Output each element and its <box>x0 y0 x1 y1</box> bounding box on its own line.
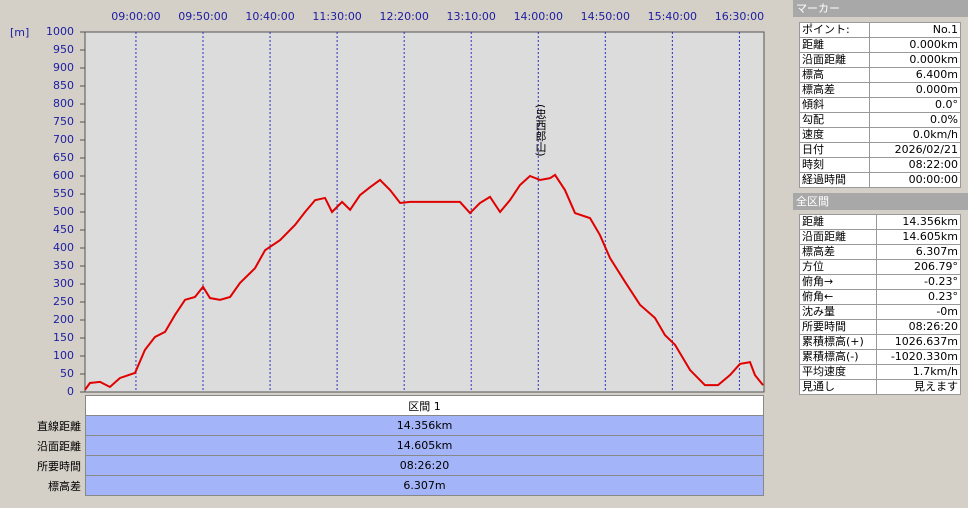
cell: 時刻 <box>798 157 871 173</box>
y-tick-label: 850 <box>53 79 74 92</box>
cell: 方位 <box>798 259 878 275</box>
x-tick-label: 14:00:00 <box>514 10 563 23</box>
cell: 距離 <box>798 214 878 230</box>
cell: 所要時間 <box>798 319 878 335</box>
y-tick-label: 0 <box>67 385 74 398</box>
cell: 0.000km <box>869 37 961 53</box>
cell: 沿面距離 <box>0 435 86 456</box>
y-tick-label: 350 <box>53 259 74 272</box>
section-table: 区間 1 直線距離 14.356km 沿面距離 14.605km 所要時間 08:26:20… <box>0 395 764 496</box>
x-tick-label: 10:40:00 <box>245 10 294 23</box>
cell: 0.0km/h <box>869 127 961 143</box>
y-axis-label: [m] <box>10 26 29 39</box>
y-tick-label: 650 <box>53 151 74 164</box>
y-tick-label: 200 <box>53 313 74 326</box>
x-tick-label: 14:50:00 <box>581 10 630 23</box>
cell: 俯角← <box>798 289 878 305</box>
cell: 傾斜 <box>798 97 871 113</box>
y-tick-label: 500 <box>53 205 74 218</box>
cell: 14.356km <box>85 415 764 436</box>
cell: -1020.330m <box>876 349 961 365</box>
y-tick-label: 100 <box>53 349 74 362</box>
cell: 6.307m <box>876 244 961 260</box>
cell: ポイント: <box>798 22 871 38</box>
cell: 0.23° <box>876 289 961 305</box>
y-tick-label: 750 <box>53 115 74 128</box>
x-tick-label: 12:20:00 <box>379 10 428 23</box>
y-tick-label: 450 <box>53 223 74 236</box>
cell: 沿面距離 <box>798 52 871 68</box>
cell: 平均速度 <box>798 364 878 380</box>
cell: 0.0% <box>869 112 961 128</box>
section-header: 区間 1 <box>85 395 764 416</box>
cell: -0.23° <box>876 274 961 290</box>
cell: 14.356km <box>876 214 961 230</box>
cell: 勾配 <box>798 112 871 128</box>
cell: 08:26:20 <box>876 319 961 335</box>
plot-area <box>84 31 765 393</box>
cell: 標高差 <box>798 244 878 260</box>
cell: 0.000km <box>869 52 961 68</box>
cell: No.1 <box>869 22 961 38</box>
y-tick-label: 800 <box>53 97 74 110</box>
y-tick-label: 550 <box>53 187 74 200</box>
y-tick-label: 400 <box>53 241 74 254</box>
y-tick-label: 1000 <box>46 25 74 38</box>
cell: 14.605km <box>85 435 764 456</box>
cell: 所要時間 <box>0 455 86 476</box>
y-tick-label: 600 <box>53 169 74 182</box>
y-tick-label: 250 <box>53 295 74 308</box>
cell: 日付 <box>798 142 871 158</box>
cell: 沿面距離 <box>798 229 878 245</box>
cell: 6.400m <box>869 67 961 83</box>
cell: 14.605km <box>876 229 961 245</box>
panel-title: マーカー <box>793 0 968 17</box>
cell: 00:00:00 <box>869 172 961 188</box>
annotation: (忠西郎山) <box>534 104 547 157</box>
cell: 累積標高(+) <box>798 334 878 350</box>
cell: 距離 <box>798 37 871 53</box>
cell: 2026/02/21 <box>869 142 961 158</box>
y-tick-label: 700 <box>53 133 74 146</box>
cell: 1.7km/h <box>876 364 961 380</box>
cell: -0m <box>876 304 961 320</box>
panel-title: 全区間 <box>793 193 968 210</box>
y-tick-label: 150 <box>53 331 74 344</box>
y-tick-label: 900 <box>53 61 74 74</box>
cell: 標高差 <box>0 475 86 496</box>
x-tick-label: 15:40:00 <box>648 10 697 23</box>
x-tick-label: 09:50:00 <box>178 10 227 23</box>
marker-table: ポイント: No.1 距離 0.000km 沿面距離 0.000km 標高 6.400m 標高差… <box>798 22 961 188</box>
chart: [m] 0 50 100 150 200 250 300 350 400 450 500 550 600… <box>10 10 765 398</box>
cell: 見えます <box>876 379 961 395</box>
x-tick-label: 13:10:00 <box>447 10 496 23</box>
elevation-line <box>84 173 764 391</box>
cell: 速度 <box>798 127 871 143</box>
x-tick-label: 11:30:00 <box>312 10 361 23</box>
cell: 1026.637m <box>876 334 961 350</box>
x-tick-label: 09:00:00 <box>111 10 160 23</box>
cell: 標高差 <box>798 82 871 98</box>
cell: 08:22:00 <box>869 157 961 173</box>
cell: 0.000m <box>869 82 961 98</box>
cell: 標高 <box>798 67 871 83</box>
y-tick-label: 50 <box>60 367 74 380</box>
cell: 俯角→ <box>798 274 878 290</box>
cell: 206.79° <box>876 259 961 275</box>
cell: 経過時間 <box>798 172 871 188</box>
cell: 沈み量 <box>798 304 878 320</box>
y-tick-label: 300 <box>53 277 74 290</box>
cell: 08:26:20 <box>85 455 764 476</box>
cell: 累積標高(-) <box>798 349 878 365</box>
cell: 見通し <box>798 379 878 395</box>
y-tick-label: 950 <box>53 43 74 56</box>
x-tick-label: 16:30:00 <box>715 10 764 23</box>
cell: 6.307m <box>85 475 764 496</box>
cell: 直線距離 <box>0 415 86 436</box>
cell: 0.0° <box>869 97 961 113</box>
total-table: 距離 14.356km 沿面距離 14.605km 標高差 6.307m 方位 206.79°… <box>798 214 961 395</box>
